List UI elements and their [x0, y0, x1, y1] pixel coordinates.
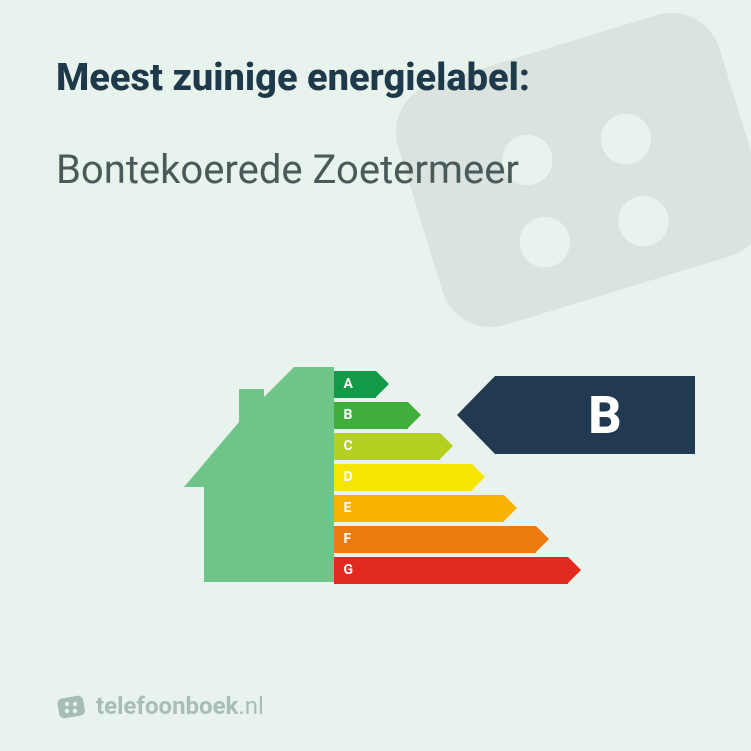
- bar-label: D: [344, 469, 353, 485]
- infographic-card: Meest zuinige energielabel: Bontekoerede…: [0, 0, 751, 751]
- bar-label: B: [344, 407, 353, 423]
- brand-light: .nl: [238, 692, 263, 720]
- rating-value: B: [588, 385, 621, 446]
- brand-bold: telefoonboek: [96, 692, 238, 720]
- rating-badge: B: [495, 376, 695, 454]
- energy-bar-e: E: [334, 495, 568, 522]
- brand-logo-icon: [56, 691, 86, 721]
- page-title: Meest zuinige energielabel:: [56, 56, 695, 100]
- bar-label: A: [344, 376, 353, 392]
- location-name: Bontekoerede Zoetermeer: [56, 146, 695, 193]
- energy-bar-d: D: [334, 464, 568, 491]
- energy-bar-f: F: [334, 526, 568, 553]
- energy-chart: ABCDEFG B: [56, 263, 695, 691]
- house-icon: [184, 367, 334, 587]
- footer-brand: telefoonboek.nl: [56, 691, 695, 721]
- bar-label: G: [344, 562, 354, 578]
- bar-label: C: [344, 438, 353, 454]
- brand-text: telefoonboek.nl: [96, 692, 264, 720]
- bar-label: F: [344, 531, 352, 547]
- energy-bar-g: G: [334, 557, 568, 584]
- bar-label: E: [344, 500, 352, 516]
